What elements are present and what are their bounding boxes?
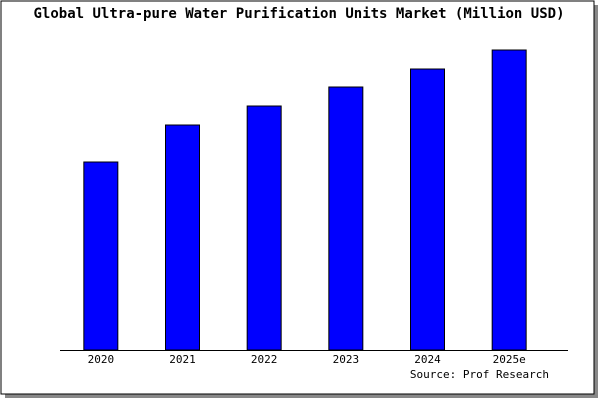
bar	[491, 49, 527, 351]
bar	[410, 68, 445, 351]
x-tick-label: 2025e	[493, 353, 526, 366]
bar	[246, 105, 282, 351]
bar	[328, 86, 364, 351]
x-tick-label: 2020	[88, 353, 115, 366]
x-tick-label: 2023	[333, 353, 360, 366]
x-tick-label: 2024	[414, 353, 441, 366]
source-note: Source: Prof Research	[410, 368, 549, 381]
x-tick-label: 2021	[169, 353, 196, 366]
chart-title: Global Ultra-pure Water Purification Uni…	[33, 6, 564, 22]
x-tick-label: 2022	[251, 353, 278, 366]
bar	[165, 124, 200, 351]
bar	[83, 161, 119, 351]
